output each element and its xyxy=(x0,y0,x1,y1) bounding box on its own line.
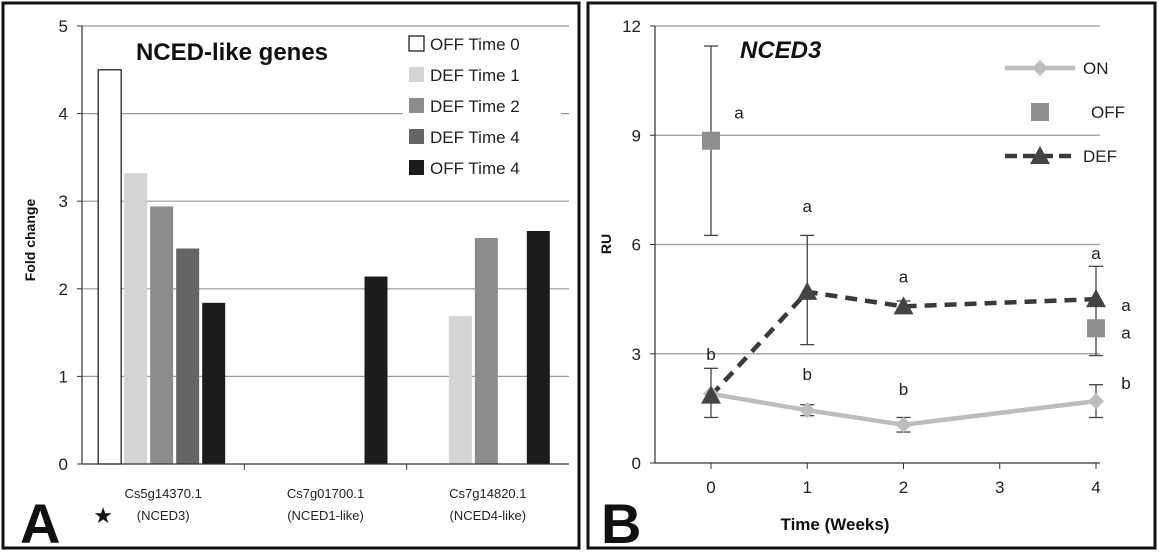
category-note-label: (NCED3) xyxy=(137,508,190,523)
data-point xyxy=(893,296,914,315)
legend-label: DEF Time 4 xyxy=(430,128,520,147)
category-gene-label: Cs5g14370.1 xyxy=(124,486,201,501)
y-tick-label: 3 xyxy=(59,192,68,211)
significance-label: a xyxy=(734,104,744,123)
legend-label: ON xyxy=(1083,59,1109,78)
significance-label: b xyxy=(803,365,812,384)
x-tick-label: 2 xyxy=(899,478,908,497)
data-point xyxy=(799,402,816,419)
legend-label: DEF xyxy=(1083,147,1117,166)
legend-label: DEF Time 1 xyxy=(430,66,520,85)
x-tick-label: 3 xyxy=(995,478,1004,497)
category-gene-label: Cs7g01700.1 xyxy=(287,486,364,501)
significance-label: a xyxy=(899,267,909,286)
data-point xyxy=(1031,103,1049,121)
bar xyxy=(474,237,498,464)
panel-a-letter: A xyxy=(20,492,60,553)
significance-label: a xyxy=(1091,244,1101,263)
panel-a: Fold change NCED-like genes A 0 1 2 3 4 5 Cs5g… xyxy=(1,1,581,553)
significance-label: b xyxy=(1121,374,1130,393)
x-tick-label: 1 xyxy=(803,478,812,497)
bar xyxy=(202,302,226,464)
significance-label: a xyxy=(803,197,813,216)
significance-label: b xyxy=(706,345,715,364)
legend-swatch xyxy=(409,67,424,82)
y-tick-label: 2 xyxy=(59,280,68,299)
category-note-label: (NCED1-like) xyxy=(287,508,364,523)
panel-b-frame xyxy=(586,1,1157,550)
data-point xyxy=(1087,319,1105,338)
bar xyxy=(526,230,550,464)
bar xyxy=(150,206,174,464)
series-line xyxy=(710,391,1097,428)
panel-b-letter: B xyxy=(601,492,641,553)
data-point xyxy=(1032,60,1048,76)
legend-swatch xyxy=(409,98,424,113)
data-point xyxy=(1088,393,1104,410)
legend-swatch xyxy=(408,35,425,52)
legend-label: OFF xyxy=(1091,103,1125,122)
significance-label: b xyxy=(899,380,908,399)
bar xyxy=(364,276,388,464)
panel-a-title: NCED-like genes xyxy=(136,39,328,66)
y-tick-label: 1 xyxy=(59,367,68,386)
panel-b-title: NCED3 xyxy=(740,37,822,64)
y-tick-label: 9 xyxy=(632,126,641,145)
data-point xyxy=(701,385,721,404)
category-gene-label: Cs7g14820.1 xyxy=(449,486,526,501)
y-tick-label: 5 xyxy=(59,17,68,36)
category-note-label: (NCED4-like) xyxy=(450,508,527,523)
bar xyxy=(124,173,148,464)
bar xyxy=(176,248,200,464)
y-tick-label: 0 xyxy=(632,454,641,473)
legend-background xyxy=(403,28,561,187)
y-tick-label: 4 xyxy=(59,105,68,124)
data-point xyxy=(702,131,720,150)
legend-swatch xyxy=(409,160,424,175)
bar xyxy=(448,315,472,464)
significance-label: a xyxy=(1121,296,1131,315)
star-icon: ★ xyxy=(93,503,113,528)
data-point xyxy=(1030,146,1050,164)
bar xyxy=(97,69,122,465)
y-tick-label: 0 xyxy=(59,455,68,474)
panel-b-x-axis-label: Time (Weeks) xyxy=(781,515,890,534)
data-point xyxy=(1086,289,1106,308)
legend-swatch xyxy=(409,129,424,144)
x-tick-label: 0 xyxy=(706,478,715,497)
y-tick-label: 3 xyxy=(632,345,641,364)
data-point xyxy=(895,416,912,433)
legend-background xyxy=(999,98,1119,126)
legend-label: DEF Time 2 xyxy=(430,97,520,116)
legend-label: OFF Time 0 xyxy=(430,35,520,54)
significance-label: a xyxy=(1121,323,1131,342)
panel-a-y-axis-label: Fold change xyxy=(22,199,38,282)
panel-b-y-axis-label: RU xyxy=(598,234,614,254)
y-tick-label: 12 xyxy=(622,17,641,36)
series-line xyxy=(709,289,1097,398)
legend-label: OFF Time 4 xyxy=(430,159,520,178)
x-tick-label: 4 xyxy=(1091,478,1100,497)
y-tick-label: 6 xyxy=(632,236,641,255)
data-point xyxy=(797,281,818,300)
